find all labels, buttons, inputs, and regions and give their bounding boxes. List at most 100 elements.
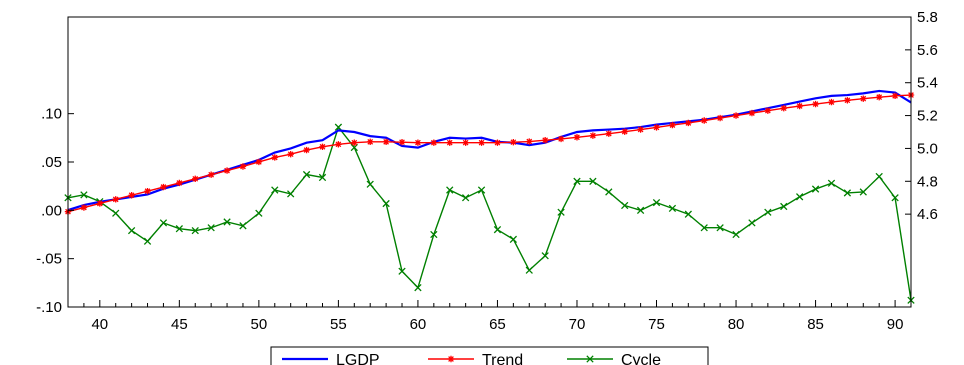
x-tick-label: 60 [410,316,427,333]
legend-label-trend: Trend [482,352,523,365]
point-cycle [891,194,899,202]
point-cycle [191,226,199,235]
point-cycle [573,177,581,185]
point-cycle [255,209,263,217]
point-cycle [271,186,279,194]
x-tick-label: 75 [648,316,665,333]
series-line-cycle [67,125,912,301]
x-tick-label: 90 [887,316,904,333]
point-trend [510,138,517,146]
point-cycle [525,266,533,274]
point-trend [430,139,438,146]
point-cycle [827,179,836,187]
point-cycle [334,123,343,131]
point-trend [398,138,406,146]
point-cycle [557,208,565,216]
point-trend [96,200,104,207]
point-cycle [223,218,231,226]
point-trend [335,141,342,148]
point-trend [128,192,135,199]
point-trend [351,139,358,146]
right-y-tick-label: 4.6 [917,206,938,223]
point-cycle [446,186,454,194]
point-cycle [207,224,215,232]
point-trend [303,146,310,154]
point-trend [112,196,119,203]
left-y-tick-label: -.05 [36,251,62,268]
point-cycle [366,180,374,188]
point-cycle [461,194,470,202]
left-y-tick-label: .00 [41,202,62,219]
point-cycle [589,177,597,185]
point-cycle [605,188,613,196]
point-trend [653,124,660,131]
point-trend [176,179,183,187]
x-tick-label: 80 [728,316,745,333]
point-trend [287,150,294,158]
point-trend [160,183,167,191]
point-cycle [143,237,152,245]
x-axis: 40 45 50 55 60 65 70 75 80 85 90 [67,300,912,333]
right-y-tick-label: 5.2 [917,108,938,125]
legend-label-lgdp: LGDP [336,352,380,365]
point-cycle [636,206,645,214]
point-cycle [748,219,756,227]
point-trend [828,98,835,106]
point-trend [764,107,772,114]
x-tick-label: 50 [251,316,268,333]
point-cycle [859,188,867,196]
point-cycle [112,209,120,217]
point-cycle [302,170,311,179]
legend-marker-cycle [586,355,594,363]
x-tick-label: 40 [91,316,108,333]
point-cycle [700,224,708,232]
point-trend [812,100,819,108]
point-trend [192,175,199,183]
point-trend [685,119,692,127]
point-trend [478,139,485,146]
point-trend [414,139,422,146]
point-trend [207,171,215,178]
point-trend [748,109,756,117]
point-cycle [621,201,629,210]
right-y-tick-label: 5.0 [917,140,938,157]
point-cycle [652,198,661,207]
point-trend [541,137,549,144]
legend: LGDP Trend Cycle [270,346,709,365]
point-cycle [477,186,486,194]
right-y-tick-label: 5.4 [917,75,938,92]
legend-box [270,346,709,365]
point-trend [891,92,899,100]
point-cycle [287,190,295,198]
series-layer [64,89,915,304]
point-trend [367,138,374,146]
point-trend [669,121,676,129]
left-y-tick-label: -.10 [36,299,62,316]
point-cycle [398,267,406,275]
x-tick-label: 45 [171,316,188,333]
point-trend [557,135,565,143]
x-tick-label: 65 [489,316,506,333]
legend-label-cycle: Cycle [621,352,661,365]
point-cycle [175,225,183,233]
point-trend [80,204,88,211]
point-trend [605,130,612,137]
point-cycle [318,173,327,182]
point-cycle [875,172,883,181]
point-trend [732,112,740,119]
point-trend [621,128,628,135]
right-y-tick-label: 4.8 [917,173,938,190]
point-cycle [541,252,549,260]
y-axis-left: -.10 -.05 .00 .05 .10 [36,106,74,316]
point-trend [637,126,644,133]
point-trend [573,134,581,141]
left-y-tick-label: .10 [41,106,62,123]
point-cycle [811,185,820,193]
point-cycle [239,222,247,230]
point-trend [223,167,231,174]
point-trend [796,102,803,110]
point-trend [271,154,278,161]
series-trend [64,91,915,215]
point-cycle [414,284,422,292]
point-trend [382,138,390,146]
